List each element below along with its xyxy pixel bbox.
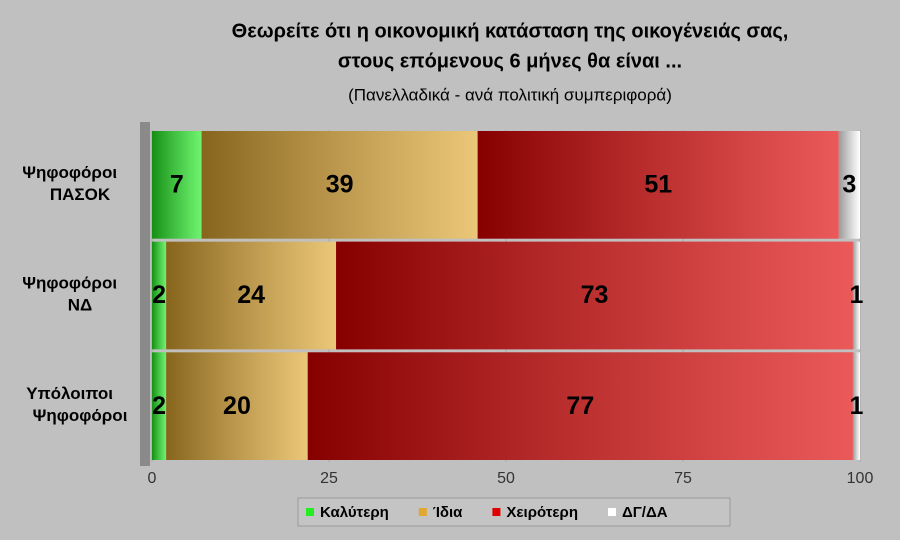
data-label: 2 [152, 392, 166, 420]
chart-subtitle: (Πανελλαδικά - ανά πολιτική συμπεριφορά) [348, 85, 672, 104]
chart-title: στους επόμενους 6 μήνες θα είναι ... [338, 50, 682, 72]
data-label: 39 [326, 170, 354, 198]
bar-shading [852, 241, 860, 350]
data-label: 20 [223, 392, 251, 420]
data-label: 3 [842, 170, 856, 198]
data-label: 1 [850, 281, 864, 309]
legend-swatch [306, 508, 314, 516]
data-label: 24 [237, 281, 265, 309]
y-category-label: Ψηφοφόροι ΝΔ [22, 274, 122, 315]
bar-shading [152, 131, 202, 239]
x-tick-label: 75 [674, 470, 692, 487]
x-tick-label: 100 [847, 470, 874, 487]
legend-label: Καλύτερη [320, 504, 389, 521]
bar-shading [852, 352, 860, 460]
bar-shading [166, 241, 337, 350]
legend-swatch [607, 508, 616, 516]
legend-label: Ίδια [433, 504, 463, 521]
data-label: 1 [850, 392, 864, 420]
x-tick-label: 50 [497, 470, 515, 487]
bar-shading [336, 241, 853, 350]
x-tick-label: 0 [148, 470, 157, 487]
data-label: 2 [152, 281, 166, 309]
y-category-label: Υπόλοιποι Ψηφοφόροι [26, 385, 127, 426]
legend-swatch [418, 508, 427, 516]
data-label: 51 [644, 170, 672, 198]
legend-label: Χειρότερη [506, 504, 578, 521]
bar-shading [838, 131, 860, 239]
bar-shading [477, 131, 839, 239]
legend-box [297, 497, 731, 527]
bar-shading [201, 131, 478, 239]
legend-label: ΔΓ/ΔΑ [622, 504, 668, 521]
bar-shading [166, 352, 308, 460]
data-label: 7 [170, 170, 184, 198]
y-category-label: Ψηφοφόροι ΠΑΣΟΚ [22, 163, 122, 204]
data-label: 73 [581, 281, 609, 309]
legend-swatch [492, 508, 501, 516]
x-tick-label: 25 [320, 470, 338, 487]
chart-title: Θεωρείτε ότι η οικονομική κατάσταση της … [232, 20, 789, 42]
axis-wall [140, 122, 150, 466]
data-label: 77 [566, 392, 594, 420]
bar-shading [152, 241, 167, 350]
bar-shading [152, 352, 167, 460]
bar-shading [307, 352, 853, 460]
